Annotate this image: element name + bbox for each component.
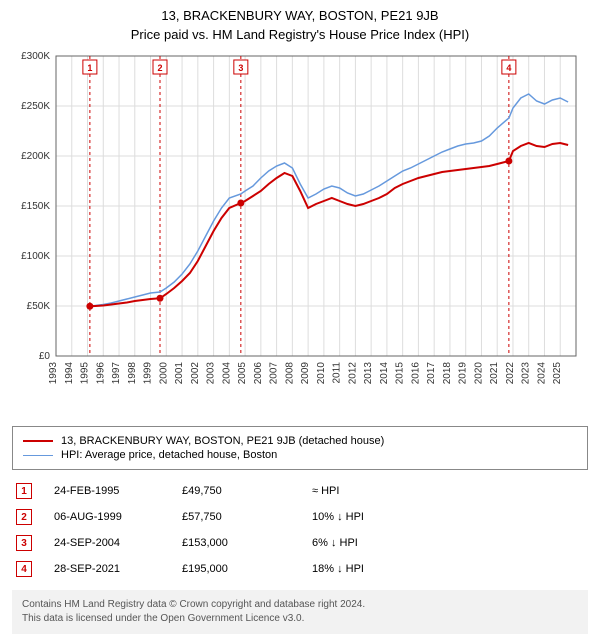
x-tick-label: 2025 <box>552 362 563 385</box>
x-tick-label: 2003 <box>206 362 217 385</box>
x-tick-label: 2005 <box>237 362 248 385</box>
x-tick-label: 2013 <box>363 362 374 385</box>
legend-item: 13, BRACKENBURY WAY, BOSTON, PE21 9JB (d… <box>23 435 577 447</box>
sale-date: 24-SEP-2004 <box>32 537 182 549</box>
sale-number-badge: 4 <box>16 561 32 577</box>
y-tick-label: £0 <box>39 351 51 362</box>
sale-date: 24-FEB-1995 <box>32 485 182 497</box>
sale-number-badge: 1 <box>16 483 32 499</box>
chart-title-subtitle: Price paid vs. HM Land Registry's House … <box>12 27 588 42</box>
series-price_paid <box>90 143 568 306</box>
legend-swatch <box>23 440 53 442</box>
sale-date: 28-SEP-2021 <box>32 563 182 575</box>
y-tick-label: £300K <box>21 51 50 62</box>
x-tick-label: 1993 <box>48 362 59 385</box>
x-tick-label: 2014 <box>379 362 390 385</box>
x-tick-label: 2021 <box>489 362 500 385</box>
sale-delta: 10% ↓ HPI <box>312 511 442 523</box>
sale-price: £153,000 <box>182 537 312 549</box>
attribution-line1: Contains HM Land Registry data © Crown c… <box>22 598 578 612</box>
sale-marker-4: 4 <box>506 63 511 73</box>
x-tick-label: 1998 <box>127 362 138 385</box>
legend-swatch <box>23 455 53 456</box>
chart-container: 13, BRACKENBURY WAY, BOSTON, PE21 9JB Pr… <box>0 0 600 644</box>
x-tick-label: 2017 <box>426 362 437 385</box>
y-tick-label: £150K <box>21 201 50 212</box>
legend-label: HPI: Average price, detached house, Bost… <box>61 449 277 461</box>
sale-number-badge: 2 <box>16 509 32 525</box>
sale-marker-1: 1 <box>87 63 92 73</box>
x-tick-label: 2007 <box>269 362 280 385</box>
x-tick-label: 2010 <box>316 362 327 385</box>
x-tick-label: 2002 <box>190 362 201 385</box>
x-tick-label: 2019 <box>458 362 469 385</box>
x-tick-label: 2020 <box>473 362 484 385</box>
x-tick-label: 2022 <box>505 362 516 385</box>
sale-delta: 18% ↓ HPI <box>312 563 442 575</box>
x-tick-label: 1996 <box>95 362 106 385</box>
x-tick-label: 2006 <box>253 362 264 385</box>
x-tick-label: 2018 <box>442 362 453 385</box>
sale-marker-3: 3 <box>238 63 243 73</box>
table-row: 324-SEP-2004£153,0006% ↓ HPI <box>12 530 588 556</box>
table-row: 124-FEB-1995£49,750≈ HPI <box>12 478 588 504</box>
legend: 13, BRACKENBURY WAY, BOSTON, PE21 9JB (d… <box>12 426 588 470</box>
x-tick-label: 2023 <box>521 362 532 385</box>
x-tick-label: 1997 <box>111 362 122 385</box>
y-tick-label: £100K <box>21 251 50 262</box>
y-tick-label: £50K <box>27 301 51 312</box>
sale-price: £57,750 <box>182 511 312 523</box>
x-tick-label: 1999 <box>143 362 154 385</box>
x-tick-label: 2008 <box>284 362 295 385</box>
line-chart: £0 £50K £100K £150K £200K £250K £300K 1993 1994 1… <box>12 50 588 420</box>
sale-delta: 6% ↓ HPI <box>312 537 442 549</box>
x-tick-label: 2004 <box>221 362 232 385</box>
x-tick-label: 2015 <box>395 362 406 385</box>
legend-item: HPI: Average price, detached house, Bost… <box>23 449 577 461</box>
x-tick-label: 1994 <box>64 362 75 385</box>
x-tick-label: 2000 <box>158 362 169 385</box>
sale-price: £49,750 <box>182 485 312 497</box>
table-row: 428-SEP-2021£195,00018% ↓ HPI <box>12 556 588 582</box>
table-row: 206-AUG-1999£57,75010% ↓ HPI <box>12 504 588 530</box>
sale-delta: ≈ HPI <box>312 485 442 497</box>
x-tick-label: 2012 <box>347 362 358 385</box>
x-tick-label: 2016 <box>410 362 421 385</box>
sale-price: £195,000 <box>182 563 312 575</box>
chart-title-address: 13, BRACKENBURY WAY, BOSTON, PE21 9JB <box>12 8 588 23</box>
x-tick-label: 2001 <box>174 362 185 385</box>
x-tick-label: 1995 <box>80 362 91 385</box>
y-tick-label: £200K <box>21 151 50 162</box>
legend-label: 13, BRACKENBURY WAY, BOSTON, PE21 9JB (d… <box>61 435 384 447</box>
sale-date: 06-AUG-1999 <box>32 511 182 523</box>
attribution: Contains HM Land Registry data © Crown c… <box>12 590 588 634</box>
y-tick-label: £250K <box>21 101 50 112</box>
attribution-line2: This data is licensed under the Open Gov… <box>22 612 578 626</box>
x-tick-label: 2009 <box>300 362 311 385</box>
sale-marker-2: 2 <box>157 63 162 73</box>
x-tick-label: 2024 <box>536 362 547 385</box>
x-tick-label: 2011 <box>332 362 343 384</box>
sale-number-badge: 3 <box>16 535 32 551</box>
series-hpi <box>90 94 568 306</box>
sales-table: 124-FEB-1995£49,750≈ HPI206-AUG-1999£57,… <box>12 478 588 582</box>
